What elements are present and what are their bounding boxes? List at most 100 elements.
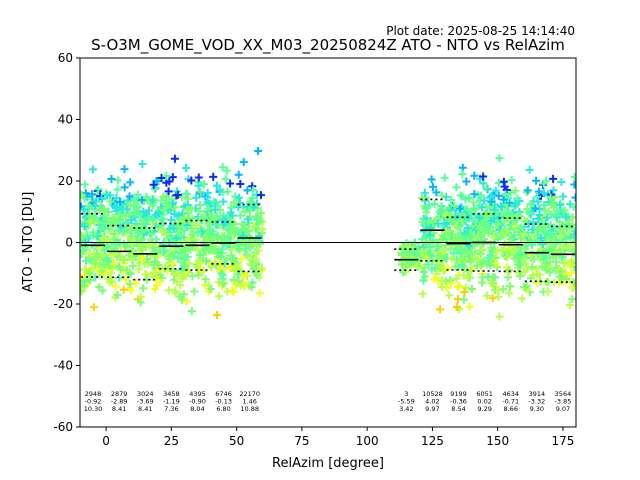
scatter-point [469, 198, 478, 207]
scatter-point [494, 179, 503, 188]
scatter-point [217, 269, 226, 278]
bin-mean-label: -0.13 [215, 398, 232, 406]
x-axis-label: RelAzim [degree] [272, 456, 384, 471]
scatter-point [492, 259, 501, 268]
scatter-point [236, 180, 245, 189]
scatter-point [130, 196, 139, 205]
scatter-point [482, 291, 491, 300]
bin-count-label: 3 [404, 390, 408, 398]
scatter-point [453, 303, 462, 312]
scatter-point [506, 235, 515, 244]
scatter-point [196, 201, 205, 210]
scatter-point [148, 272, 157, 281]
scatter-point [555, 251, 564, 260]
scatter-point [533, 192, 542, 201]
scatter-point [254, 246, 263, 255]
bin-mean-label: -5.59 [398, 398, 415, 406]
scatter-point [167, 215, 176, 224]
scatter-point [127, 215, 136, 224]
scatter-point [494, 220, 503, 229]
scatter-point [401, 267, 410, 276]
scatter-point [486, 279, 495, 288]
scatter-point [523, 264, 532, 273]
scatter-point [250, 222, 259, 231]
scatter-point [517, 223, 526, 232]
scatter-points [80, 147, 576, 321]
scatter-point [516, 234, 525, 243]
scatter-point [516, 271, 525, 280]
scatter-point [211, 205, 220, 214]
scatter-point [493, 246, 502, 255]
scatter-point [534, 197, 543, 206]
scatter-point [195, 250, 204, 259]
scatter-point [464, 273, 473, 282]
scatter-point [179, 290, 188, 299]
scatter-point [149, 180, 158, 189]
scatter-point [111, 282, 120, 291]
scatter-point [531, 204, 540, 213]
scatter-point [546, 230, 555, 239]
scatter-point [159, 248, 168, 257]
scatter-point [109, 258, 118, 267]
scatter-point [86, 212, 95, 221]
y-axis-label: ATO - NTO [DU] [21, 192, 36, 293]
scatter-point [111, 219, 120, 228]
scatter-point [110, 229, 119, 238]
scatter-point [420, 188, 429, 197]
bin-mean-label: -3.32 [528, 398, 545, 406]
scatter-point [568, 295, 576, 304]
scatter-point [174, 254, 183, 263]
y-tick-label: -20 [53, 297, 73, 311]
scatter-point [458, 170, 467, 179]
scatter-point [421, 222, 430, 231]
scatter-point [194, 270, 203, 279]
scatter-point [210, 232, 219, 241]
scatter-point [184, 215, 193, 224]
scatter-point [567, 268, 576, 277]
scatter-point [479, 172, 488, 181]
scatter-point [529, 218, 538, 227]
bin-count-label: 2879 [111, 390, 128, 398]
scatter-point [215, 258, 224, 267]
scatter-point [133, 190, 142, 199]
scatter-point [504, 194, 513, 203]
scatter-point [515, 251, 524, 260]
scatter-point [97, 271, 106, 280]
scatter-point [460, 287, 469, 296]
scatter-point [80, 287, 85, 296]
scatter-point [507, 176, 516, 185]
scatter-point [91, 259, 100, 268]
x-tick-label: 175 [551, 434, 574, 448]
bin-statistic-lines [81, 198, 575, 284]
scatter-point [119, 285, 128, 294]
scatter-point [194, 256, 203, 265]
bin-mean-label: -0.71 [502, 398, 519, 406]
scatter-point [104, 274, 113, 283]
scatter-point [247, 198, 256, 207]
scatter-point [452, 183, 461, 192]
scatter-point [214, 292, 223, 301]
scatter-point [447, 254, 456, 263]
scatter-point [475, 230, 484, 239]
scatter-point [134, 265, 143, 274]
scatter-point [234, 193, 243, 202]
scatter-point [456, 249, 465, 258]
scatter-point [102, 256, 111, 265]
scatter-point [522, 282, 531, 291]
scatter-point [436, 251, 445, 260]
scatter-point [193, 228, 202, 237]
scatter-point [455, 281, 464, 290]
scatter-point [437, 202, 446, 211]
scatter-point [116, 197, 125, 206]
scatter-point [137, 196, 146, 205]
scatter-point [216, 234, 225, 243]
scatter-point [182, 189, 191, 198]
bin-std-label: 10.30 [84, 405, 103, 413]
scatter-point [80, 190, 86, 199]
scatter-point [206, 229, 215, 238]
bin-mean-label: -3.69 [137, 398, 154, 406]
scatter-point [419, 267, 428, 276]
scatter-point [438, 276, 447, 285]
y-tick-label: 0 [65, 236, 73, 250]
scatter-point [177, 215, 186, 224]
